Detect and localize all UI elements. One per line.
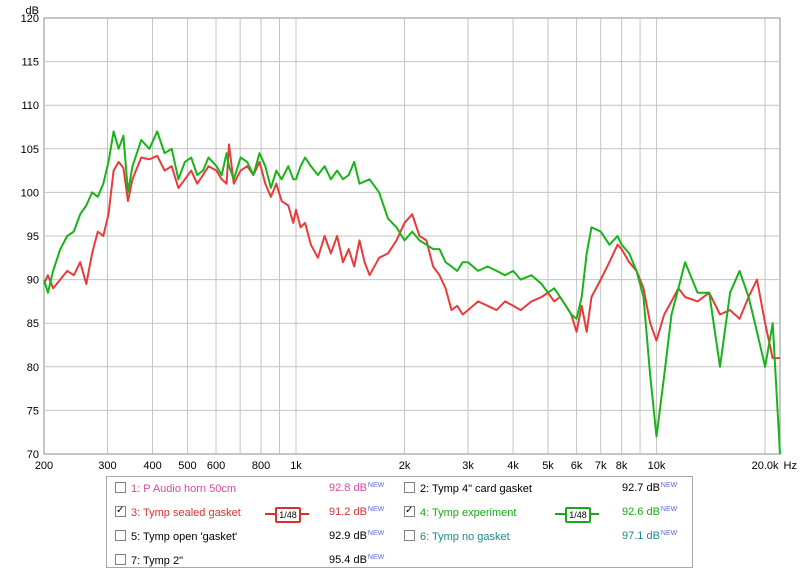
x-axis-unit: Hz <box>784 460 797 472</box>
series-line-tymp-sealed-gasket <box>43 143 780 360</box>
smoothing-indicator[interactable]: 1/48 <box>555 506 599 523</box>
y-tick-label: 80 <box>27 362 39 374</box>
legend-entry[interactable]: 5: Tymp open 'gasket' <box>115 529 237 545</box>
x-tick-label: 3k <box>462 460 474 472</box>
legend-value: 95.4 dBNEW <box>329 554 385 566</box>
frequency-response-chart: 70 75 80 85 90 95 100 105 110 115 120 200 300 400 500 6… <box>21 5 797 472</box>
legend-value: 91.2 dBNEW <box>329 506 385 518</box>
legend-entry[interactable]: 7: Tymp 2" <box>115 553 183 569</box>
new-badge: NEW <box>367 530 385 537</box>
legend-value: 97.1 dBNEW <box>622 530 678 542</box>
x-tick-label: 5k <box>542 460 554 472</box>
new-badge: NEW <box>660 506 678 513</box>
x-tick-label: 300 <box>98 460 116 472</box>
x-tick-label: 1k <box>290 460 302 472</box>
smoothing-indicator[interactable]: 1/48 <box>265 506 309 523</box>
legend-entry[interactable]: 2: Tymp 4" card gasket <box>404 481 532 497</box>
legend-panel: 1: P Audio horn 50cm 92.8 dBNEW 2: Tymp 4"… <box>106 476 693 568</box>
smoothing-label: 1/48 <box>275 507 301 523</box>
legend-label: 4: Tymp experiment <box>420 507 517 519</box>
legend-checkbox[interactable] <box>115 530 126 541</box>
y-tick-label: 95 <box>27 231 39 243</box>
y-tick-label: 120 <box>21 13 39 25</box>
legend-value: 92.6 dBNEW <box>622 506 678 518</box>
new-badge: NEW <box>367 506 385 513</box>
legend-value: 92.7 dBNEW <box>622 482 678 494</box>
x-tick-label: 20.0k <box>752 460 779 472</box>
legend-checkbox[interactable] <box>115 482 126 493</box>
x-tick-label: 500 <box>178 460 196 472</box>
legend-label: 2: Tymp 4" card gasket <box>420 483 532 495</box>
legend-checkbox[interactable] <box>404 530 415 541</box>
legend-value: 92.8 dBNEW <box>329 482 385 494</box>
y-tick-label: 70 <box>27 449 39 461</box>
x-tick-label: 6k <box>571 460 583 472</box>
legend-value: 92.9 dBNEW <box>329 530 385 542</box>
y-tick-label: 105 <box>21 144 39 156</box>
legend-entry[interactable]: 4: Tymp experiment <box>404 503 517 521</box>
x-tick-label: 600 <box>207 460 225 472</box>
y-axis-unit: dB <box>26 5 39 17</box>
x-tick-label: 800 <box>252 460 270 472</box>
x-tick-label: 2k <box>399 460 411 472</box>
new-badge: NEW <box>367 482 385 489</box>
x-tick-label: 7k <box>595 460 607 472</box>
legend-label: 1: P Audio horn 50cm <box>131 483 236 495</box>
legend-label: 3: Tymp sealed gasket <box>131 507 241 519</box>
legend-entry[interactable]: 6: Tymp no gasket <box>404 529 510 545</box>
x-tick-label: 200 <box>35 460 53 472</box>
legend-label: 7: Tymp 2" <box>131 555 184 567</box>
x-tick-label: 4k <box>507 460 519 472</box>
legend-checkbox[interactable] <box>115 503 126 519</box>
y-tick-label: 75 <box>27 405 39 417</box>
legend-checkbox[interactable] <box>404 503 415 519</box>
y-tick-label: 115 <box>21 57 39 69</box>
y-tick-label: 110 <box>21 100 39 112</box>
x-tick-label: 400 <box>143 460 161 472</box>
legend-entry[interactable]: 3: Tymp sealed gasket <box>115 503 241 521</box>
legend-checkbox[interactable] <box>115 554 126 565</box>
new-badge: NEW <box>660 530 678 537</box>
smoothing-label: 1/48 <box>565 507 591 523</box>
legend-checkbox[interactable] <box>404 482 415 493</box>
series-line-tymp-experiment <box>43 130 781 455</box>
y-tick-label: 85 <box>27 318 39 330</box>
y-tick-label: 100 <box>21 187 39 199</box>
new-badge: NEW <box>660 482 678 489</box>
new-badge: NEW <box>367 554 385 561</box>
x-tick-label: 8k <box>616 460 628 472</box>
x-tick-label: 10k <box>648 460 666 472</box>
y-tick-label: 90 <box>27 275 39 287</box>
legend-label: 6: Tymp no gasket <box>420 531 510 543</box>
legend-entry[interactable]: 1: P Audio horn 50cm <box>115 481 236 497</box>
legend-label: 5: Tymp open 'gasket' <box>131 531 238 543</box>
